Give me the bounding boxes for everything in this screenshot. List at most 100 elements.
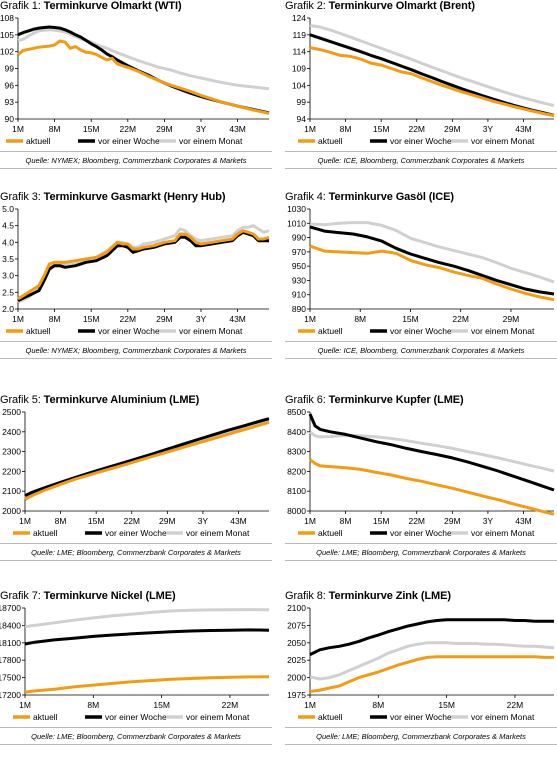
- chart-source: Quelle: LME; Bloomberg, Commerzbank Corp…: [31, 548, 241, 557]
- x-tick-label: 1M: [304, 700, 316, 710]
- y-tick-label: 96: [5, 80, 15, 90]
- legend-label: vor einer Woche: [105, 528, 167, 538]
- chart-panel-henry-hub: Grafik 3: Terminkurve Gasmarkt (Henry Hu…: [0, 191, 272, 381]
- x-tick-label: 22M: [123, 516, 140, 526]
- y-tick-label: 102: [0, 47, 14, 57]
- x-tick-label: 8M: [55, 516, 67, 526]
- x-tick-label: 1M: [19, 700, 31, 710]
- series-line-vor-einem-monat: [24, 608, 269, 629]
- series-line-vor-einem-monat: [17, 28, 270, 91]
- chart-title: Grafik 5: Terminkurve Aluminium (LME): [0, 394, 199, 406]
- y-tick-label: 17200: [0, 690, 21, 700]
- chart-title-text: Terminkurve Nickel (LME): [43, 590, 176, 602]
- y-tick-label: 99: [297, 97, 307, 107]
- y-tick-label: 3.0: [2, 271, 14, 281]
- x-tick-label: 8M: [49, 124, 61, 134]
- y-tick-label: 2500: [2, 407, 21, 417]
- chart-title: Grafik 1: Terminkurve Olmarkt (WTI): [0, 0, 182, 12]
- divider: [0, 151, 272, 152]
- series-line-vor-einer-woche: [309, 225, 555, 296]
- y-tick-label: 105: [0, 30, 14, 40]
- series-line-vor-einem-monat: [309, 23, 555, 107]
- x-tick-label: 8M: [372, 700, 384, 710]
- x-tick-label: 15M: [373, 124, 390, 134]
- x-tick-label: 3Y: [196, 124, 207, 134]
- divider: [285, 727, 557, 728]
- legend-label: vor einem Monat: [471, 326, 535, 336]
- series-line-aktuell: [309, 458, 555, 516]
- x-tick-label: 1M: [304, 516, 316, 526]
- y-tick-label: 108: [0, 13, 14, 23]
- series-line-aktuell: [309, 46, 555, 118]
- legend-label: aktuell: [33, 712, 58, 722]
- chart-title-text: Terminkurve Kupfer (LME): [328, 394, 464, 406]
- chart-panel-gasoel: Grafik 4: Terminkurve Gasöl (ICE) 890 910 9…: [285, 191, 557, 381]
- y-tick-label: 18700: [0, 603, 21, 613]
- x-tick-label: 3Y: [198, 516, 209, 526]
- series-line-aktuell: [17, 39, 270, 115]
- y-tick-label: 2075: [287, 620, 306, 630]
- legend-label: vor einer Woche: [390, 136, 452, 146]
- y-tick-label: 17800: [0, 655, 21, 665]
- legend-label: vor einem Monat: [471, 528, 535, 538]
- x-tick-label: 1M: [19, 516, 31, 526]
- chart-number: Grafik 4:: [285, 191, 326, 203]
- y-tick-label: 2300: [2, 447, 21, 457]
- series-line-aktuell: [24, 420, 270, 501]
- chart-svg: 2000 2100 2200 2300 2400 2500 1M 8M 15M 22M 29M 3Y 4…: [2, 407, 270, 538]
- chart-panel-wti: Grafik 1: Terminkurve Olmarkt (WTI) 90 93 9…: [0, 0, 272, 190]
- chart-svg: 1975 2000 2025 2050 2075 2100 1M 8M 15M 22M aktuel…: [287, 603, 555, 722]
- series-line-aktuell: [24, 675, 270, 694]
- x-tick-label: 8M: [354, 314, 366, 324]
- x-tick-label: 22M: [452, 314, 469, 324]
- chart-panel-kupfer: Grafik 6: Terminkurve Kupfer (LME) 8000 81…: [285, 394, 557, 584]
- y-tick-label: 890: [292, 304, 306, 314]
- chart-svg: 2.0 2.5 3.0 3.5 4.0 4.5 5.0 1M 8M 15M 22M 29M 3Y 43M a…: [2, 204, 270, 336]
- chart-panel-nickel: Grafik 7: Terminkurve Nickel (LME)172001…: [0, 590, 272, 764]
- y-tick-label: 2.5: [2, 287, 14, 297]
- x-tick-label: 8M: [340, 124, 352, 134]
- series-line-vor-einem-monat: [17, 224, 270, 304]
- y-tick-label: 4.0: [2, 237, 14, 247]
- y-tick-label: 18400: [0, 620, 21, 630]
- legend-label: vor einem Monat: [179, 326, 243, 336]
- legend-label: vor einer Woche: [390, 326, 452, 336]
- legend-label: vor einem Monat: [471, 712, 535, 722]
- legend-label: aktuell: [318, 528, 343, 538]
- y-tick-label: 930: [292, 275, 306, 285]
- legend-label: vor einem Monat: [186, 528, 250, 538]
- chart-title: Grafik 6: Terminkurve Kupfer (LME): [285, 394, 464, 406]
- divider: [285, 358, 557, 359]
- x-tick-label: 15M: [402, 314, 419, 324]
- x-tick-label: 43M: [229, 314, 246, 324]
- y-tick-label: 18100: [0, 638, 21, 648]
- series-line-vor-einer-woche: [24, 628, 270, 646]
- chart-panel-zink: Grafik 8: Terminkurve Zink (LME) 1975 2000…: [285, 590, 557, 764]
- chart-number: Grafik 2:: [285, 0, 326, 12]
- chart-title: Grafik 2: Terminkurve Olmarkt (Brent): [285, 0, 475, 12]
- series-line-aktuell: [309, 655, 554, 693]
- y-tick-label: 1030: [287, 204, 306, 214]
- divider: [0, 560, 272, 561]
- chart-svg: 17200 17500 17800 18100 18400 18700 1M 8M 15M 22M…: [0, 603, 270, 722]
- chart-source: Quelle: ICE, Bloomberg, Commerzbank Corp…: [317, 346, 525, 355]
- divider: [0, 727, 272, 728]
- x-tick-label: 22M: [120, 124, 137, 134]
- x-tick-label: 29M: [156, 314, 173, 324]
- chart-panel-aluminium: Grafik 5: Terminkurve Aluminium (LME) 200…: [0, 394, 272, 584]
- x-tick-label: 8M: [49, 314, 61, 324]
- chart-title: Grafik 8: Terminkurve Zink (LME): [285, 590, 451, 602]
- series-line-aktuell: [309, 244, 555, 302]
- x-tick-label: 1M: [304, 314, 316, 324]
- legend-label: aktuell: [26, 326, 51, 336]
- x-tick-label: 43M: [515, 516, 532, 526]
- y-tick-label: 104: [292, 80, 306, 90]
- x-tick-label: 1M: [12, 314, 24, 324]
- divider: [285, 543, 557, 544]
- x-tick-label: 1M: [12, 124, 24, 134]
- chart-number: Grafik 1:: [0, 0, 41, 12]
- y-tick-label: 8300: [287, 447, 306, 457]
- chart-source: Quelle: NYMEX; Bloomberg, Commerzbank Co…: [25, 156, 247, 165]
- x-tick-label: 43M: [229, 124, 246, 134]
- legend-label: vor einer Woche: [390, 528, 452, 538]
